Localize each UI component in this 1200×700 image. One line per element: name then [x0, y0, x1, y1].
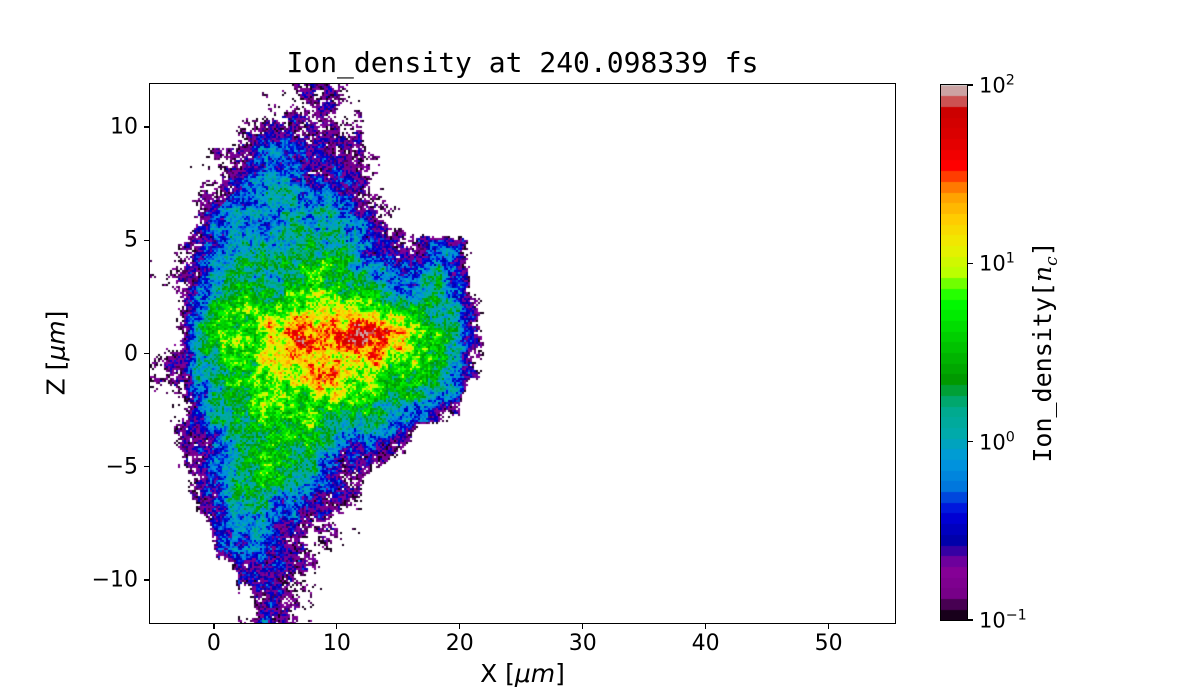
x-tick-mark: [213, 624, 215, 629]
x-tick-mark: [828, 624, 830, 629]
plot-area: [149, 83, 896, 624]
y-tick-label: −10: [91, 567, 138, 593]
y-label-units: μm: [41, 320, 71, 361]
colorbar-tick-label: 100: [979, 429, 1015, 455]
y-tick-mark: [144, 352, 149, 355]
colorbar-label-symbol: nc: [1028, 256, 1062, 283]
x-tick-label: 0: [206, 631, 221, 656]
y-tick-label: −5: [105, 454, 138, 480]
x-tick-label: 10: [322, 631, 351, 656]
colorbar-tick-mark: [968, 262, 973, 264]
x-label-text: X [: [480, 659, 515, 688]
x-label-close: ]: [555, 659, 565, 688]
x-tick-mark: [336, 624, 338, 629]
y-label-text: Z [: [41, 360, 71, 396]
colorbar: [940, 84, 968, 621]
x-tick-label: 40: [691, 631, 720, 656]
x-tick-mark: [459, 624, 461, 629]
density-heatmap: [150, 84, 895, 623]
colorbar-gradient: [941, 85, 967, 620]
y-label-close: ]: [41, 310, 71, 321]
y-tick-mark: [144, 579, 149, 581]
y-tick-label: 0: [124, 341, 138, 366]
colorbar-tick-mark: [968, 441, 973, 443]
colorbar-label-close: ]: [1028, 241, 1057, 257]
y-tick-label: 10: [110, 114, 138, 140]
y-axis-label: Z [μm]: [42, 311, 71, 396]
y-tick-mark: [144, 126, 149, 128]
colorbar-tick-label: 101: [979, 250, 1015, 276]
chart-title: Ion_density at 240.098339 fs: [286, 46, 759, 79]
x-axis-label: X [μm]: [150, 659, 895, 688]
colorbar-label: Ion_density[nc]: [1028, 241, 1062, 462]
x-label-units: μm: [514, 659, 556, 688]
colorbar-tick-mark: [968, 619, 973, 621]
y-tick-label: 5: [124, 227, 138, 253]
x-tick-label: 30: [568, 631, 597, 656]
x-tick-label: 50: [814, 631, 843, 656]
colorbar-label-text: Ion_density[: [1028, 282, 1057, 463]
colorbar-tick-label: 102: [979, 72, 1015, 98]
x-tick-label: 20: [445, 631, 474, 656]
x-tick-mark: [582, 624, 584, 629]
x-tick-mark: [705, 624, 707, 629]
y-tick-mark: [144, 239, 149, 241]
colorbar-tick-label: 10−1: [979, 607, 1027, 633]
y-tick-mark: [144, 466, 149, 468]
colorbar-tick-mark: [968, 84, 973, 86]
